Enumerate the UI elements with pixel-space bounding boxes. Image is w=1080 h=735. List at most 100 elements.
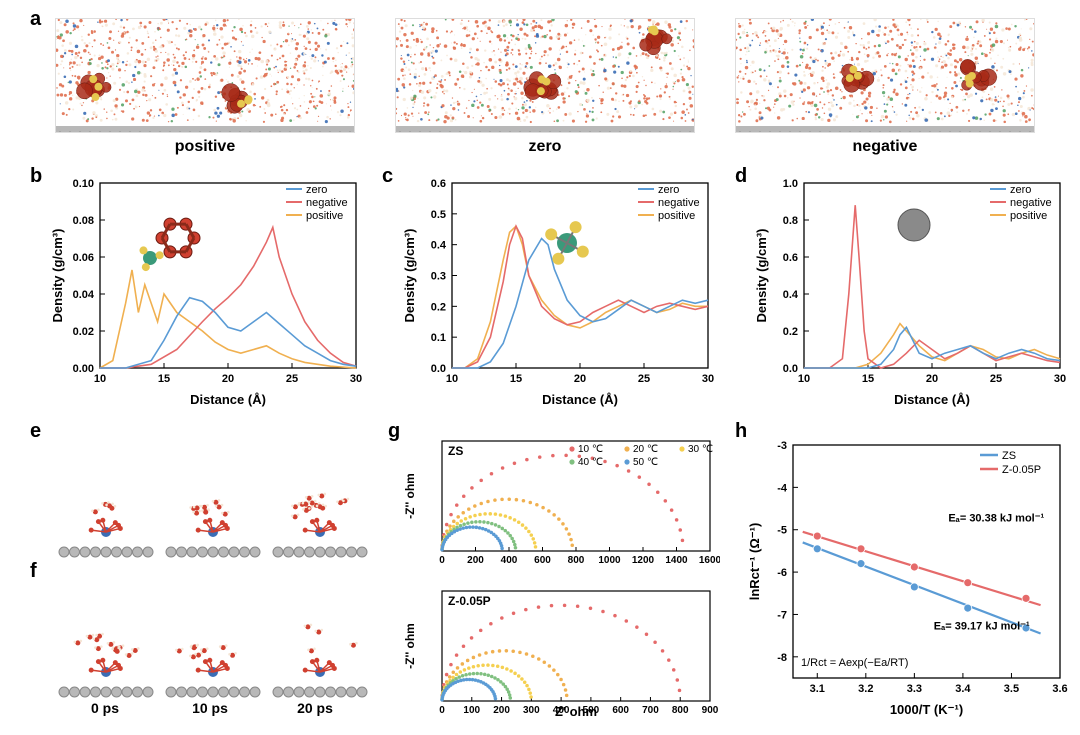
- svg-text:0.02: 0.02: [73, 326, 94, 338]
- svg-text:0.04: 0.04: [73, 289, 95, 301]
- svg-text:1200: 1200: [632, 555, 655, 566]
- sim-caption-positive: positive: [55, 138, 355, 156]
- panel-label-f: f: [30, 560, 37, 583]
- svg-text:400: 400: [501, 555, 518, 566]
- time-0ps: 0 ps: [60, 700, 150, 716]
- svg-text:1000/T (K⁻¹): 1000/T (K⁻¹): [890, 702, 963, 717]
- svg-text:-4: -4: [777, 482, 788, 494]
- svg-text:1.0: 1.0: [783, 178, 798, 190]
- svg-text:positive: positive: [306, 210, 343, 222]
- svg-text:15: 15: [510, 373, 522, 385]
- svg-text:positive: positive: [658, 210, 695, 222]
- svg-text:200: 200: [467, 555, 484, 566]
- svg-text:0.3: 0.3: [431, 271, 446, 283]
- panel-label-d: d: [735, 165, 747, 188]
- svg-text:10 ℃: 10 ℃: [578, 444, 603, 455]
- svg-text:0.2: 0.2: [783, 326, 798, 338]
- svg-text:zero: zero: [658, 184, 679, 196]
- time-10ps: 10 ps: [165, 700, 255, 716]
- svg-text:600: 600: [534, 555, 551, 566]
- svg-text:30: 30: [1054, 373, 1066, 385]
- svg-text:20 ℃: 20 ℃: [633, 444, 658, 455]
- svg-text:200: 200: [493, 705, 510, 716]
- panel-label-g: g: [388, 420, 400, 443]
- svg-text:25: 25: [990, 373, 1002, 385]
- svg-text:30: 30: [702, 373, 714, 385]
- svg-text:800: 800: [672, 705, 689, 716]
- svg-text:lnRct⁻¹ (Ω⁻¹): lnRct⁻¹ (Ω⁻¹): [747, 523, 762, 601]
- svg-text:Eₐ= 39.17 kJ mol⁻¹: Eₐ= 39.17 kJ mol⁻¹: [934, 620, 1030, 632]
- svg-text:25: 25: [638, 373, 650, 385]
- svg-text:30: 30: [350, 373, 362, 385]
- svg-text:1400: 1400: [665, 555, 688, 566]
- svg-text:0.8: 0.8: [783, 215, 798, 227]
- svg-text:-6: -6: [777, 567, 787, 579]
- svg-text:10: 10: [94, 373, 106, 385]
- svg-text:negative: negative: [306, 197, 348, 209]
- svg-text:10: 10: [446, 373, 458, 385]
- svg-text:3.3: 3.3: [907, 683, 922, 695]
- chart-c: 10152025300.00.10.20.30.40.50.6Distance …: [400, 175, 720, 410]
- sim-negative: [735, 18, 1035, 133]
- svg-text:0.1: 0.1: [431, 332, 446, 344]
- svg-text:3.4: 3.4: [955, 683, 971, 695]
- figure-root: { "figure": { "width": 1080, "height": 7…: [0, 0, 1080, 735]
- svg-text:0.08: 0.08: [73, 215, 94, 227]
- svg-text:300: 300: [523, 705, 540, 716]
- svg-text:1000: 1000: [598, 555, 621, 566]
- svg-text:Eₐ= 30.38 kJ mol⁻¹: Eₐ= 30.38 kJ mol⁻¹: [948, 512, 1044, 524]
- svg-text:800: 800: [568, 555, 585, 566]
- svg-text:600: 600: [612, 705, 629, 716]
- svg-text:0.6: 0.6: [431, 178, 446, 190]
- svg-text:0.00: 0.00: [73, 363, 94, 375]
- svg-text:zero: zero: [1010, 184, 1031, 196]
- panel-ef-sims: [50, 440, 370, 710]
- sim-positive: [55, 18, 355, 133]
- svg-text:Z-0.05P: Z-0.05P: [1002, 464, 1041, 476]
- svg-text:positive: positive: [1010, 210, 1047, 222]
- svg-text:0.2: 0.2: [431, 301, 446, 313]
- svg-text:3.1: 3.1: [810, 683, 825, 695]
- svg-text:3.6: 3.6: [1052, 683, 1067, 695]
- svg-text:ZS: ZS: [1002, 450, 1016, 462]
- svg-text:0.0: 0.0: [783, 363, 798, 375]
- svg-text:negative: negative: [1010, 197, 1052, 209]
- svg-text:3.2: 3.2: [858, 683, 873, 695]
- svg-text:900: 900: [702, 705, 719, 716]
- svg-text:1600: 1600: [699, 555, 720, 566]
- time-20ps: 20 ps: [270, 700, 360, 716]
- svg-text:700: 700: [642, 705, 659, 716]
- svg-text:Density (g/cm³): Density (g/cm³): [754, 229, 769, 323]
- svg-text:-8: -8: [777, 652, 787, 664]
- sim-caption-negative: negative: [735, 138, 1035, 156]
- chart-d: 10152025300.00.20.40.60.81.0Distance (Å)…: [752, 175, 1072, 410]
- svg-text:10: 10: [798, 373, 810, 385]
- svg-text:0.4: 0.4: [783, 289, 799, 301]
- svg-text:15: 15: [862, 373, 874, 385]
- chart-b: 10152025300.000.020.040.060.080.10Distan…: [48, 175, 368, 410]
- svg-text:20: 20: [574, 373, 586, 385]
- svg-text:Z' ohm: Z' ohm: [555, 704, 597, 719]
- svg-text:Distance (Å): Distance (Å): [542, 392, 618, 407]
- svg-text:100: 100: [463, 705, 480, 716]
- svg-text:Density (g/cm³): Density (g/cm³): [50, 229, 65, 323]
- svg-text:50 ℃: 50 ℃: [633, 457, 658, 468]
- chart-g: 02004006008001000120014001600ZS-Z'' ohm0…: [400, 435, 720, 720]
- svg-text:negative: negative: [658, 197, 700, 209]
- chart-h: 3.13.23.33.43.53.6-8-7-6-5-4-31000/T (K⁻…: [745, 435, 1070, 720]
- sim-caption-zero: zero: [395, 138, 695, 156]
- panel-label-c: c: [382, 165, 393, 188]
- svg-text:0.10: 0.10: [73, 178, 94, 190]
- svg-text:zero: zero: [306, 184, 327, 196]
- svg-text:ZS: ZS: [448, 444, 463, 458]
- panel-label-a: a: [30, 8, 41, 31]
- panel-label-b: b: [30, 165, 42, 188]
- svg-text:0: 0: [439, 555, 445, 566]
- svg-text:0.06: 0.06: [73, 252, 94, 264]
- svg-text:0: 0: [439, 705, 445, 716]
- svg-text:0.4: 0.4: [431, 240, 447, 252]
- svg-text:15: 15: [158, 373, 170, 385]
- svg-text:Distance (Å): Distance (Å): [190, 392, 266, 407]
- svg-text:1/Rct = Aexp(−Ea/RT): 1/Rct = Aexp(−Ea/RT): [801, 657, 908, 669]
- svg-text:0.5: 0.5: [431, 209, 446, 221]
